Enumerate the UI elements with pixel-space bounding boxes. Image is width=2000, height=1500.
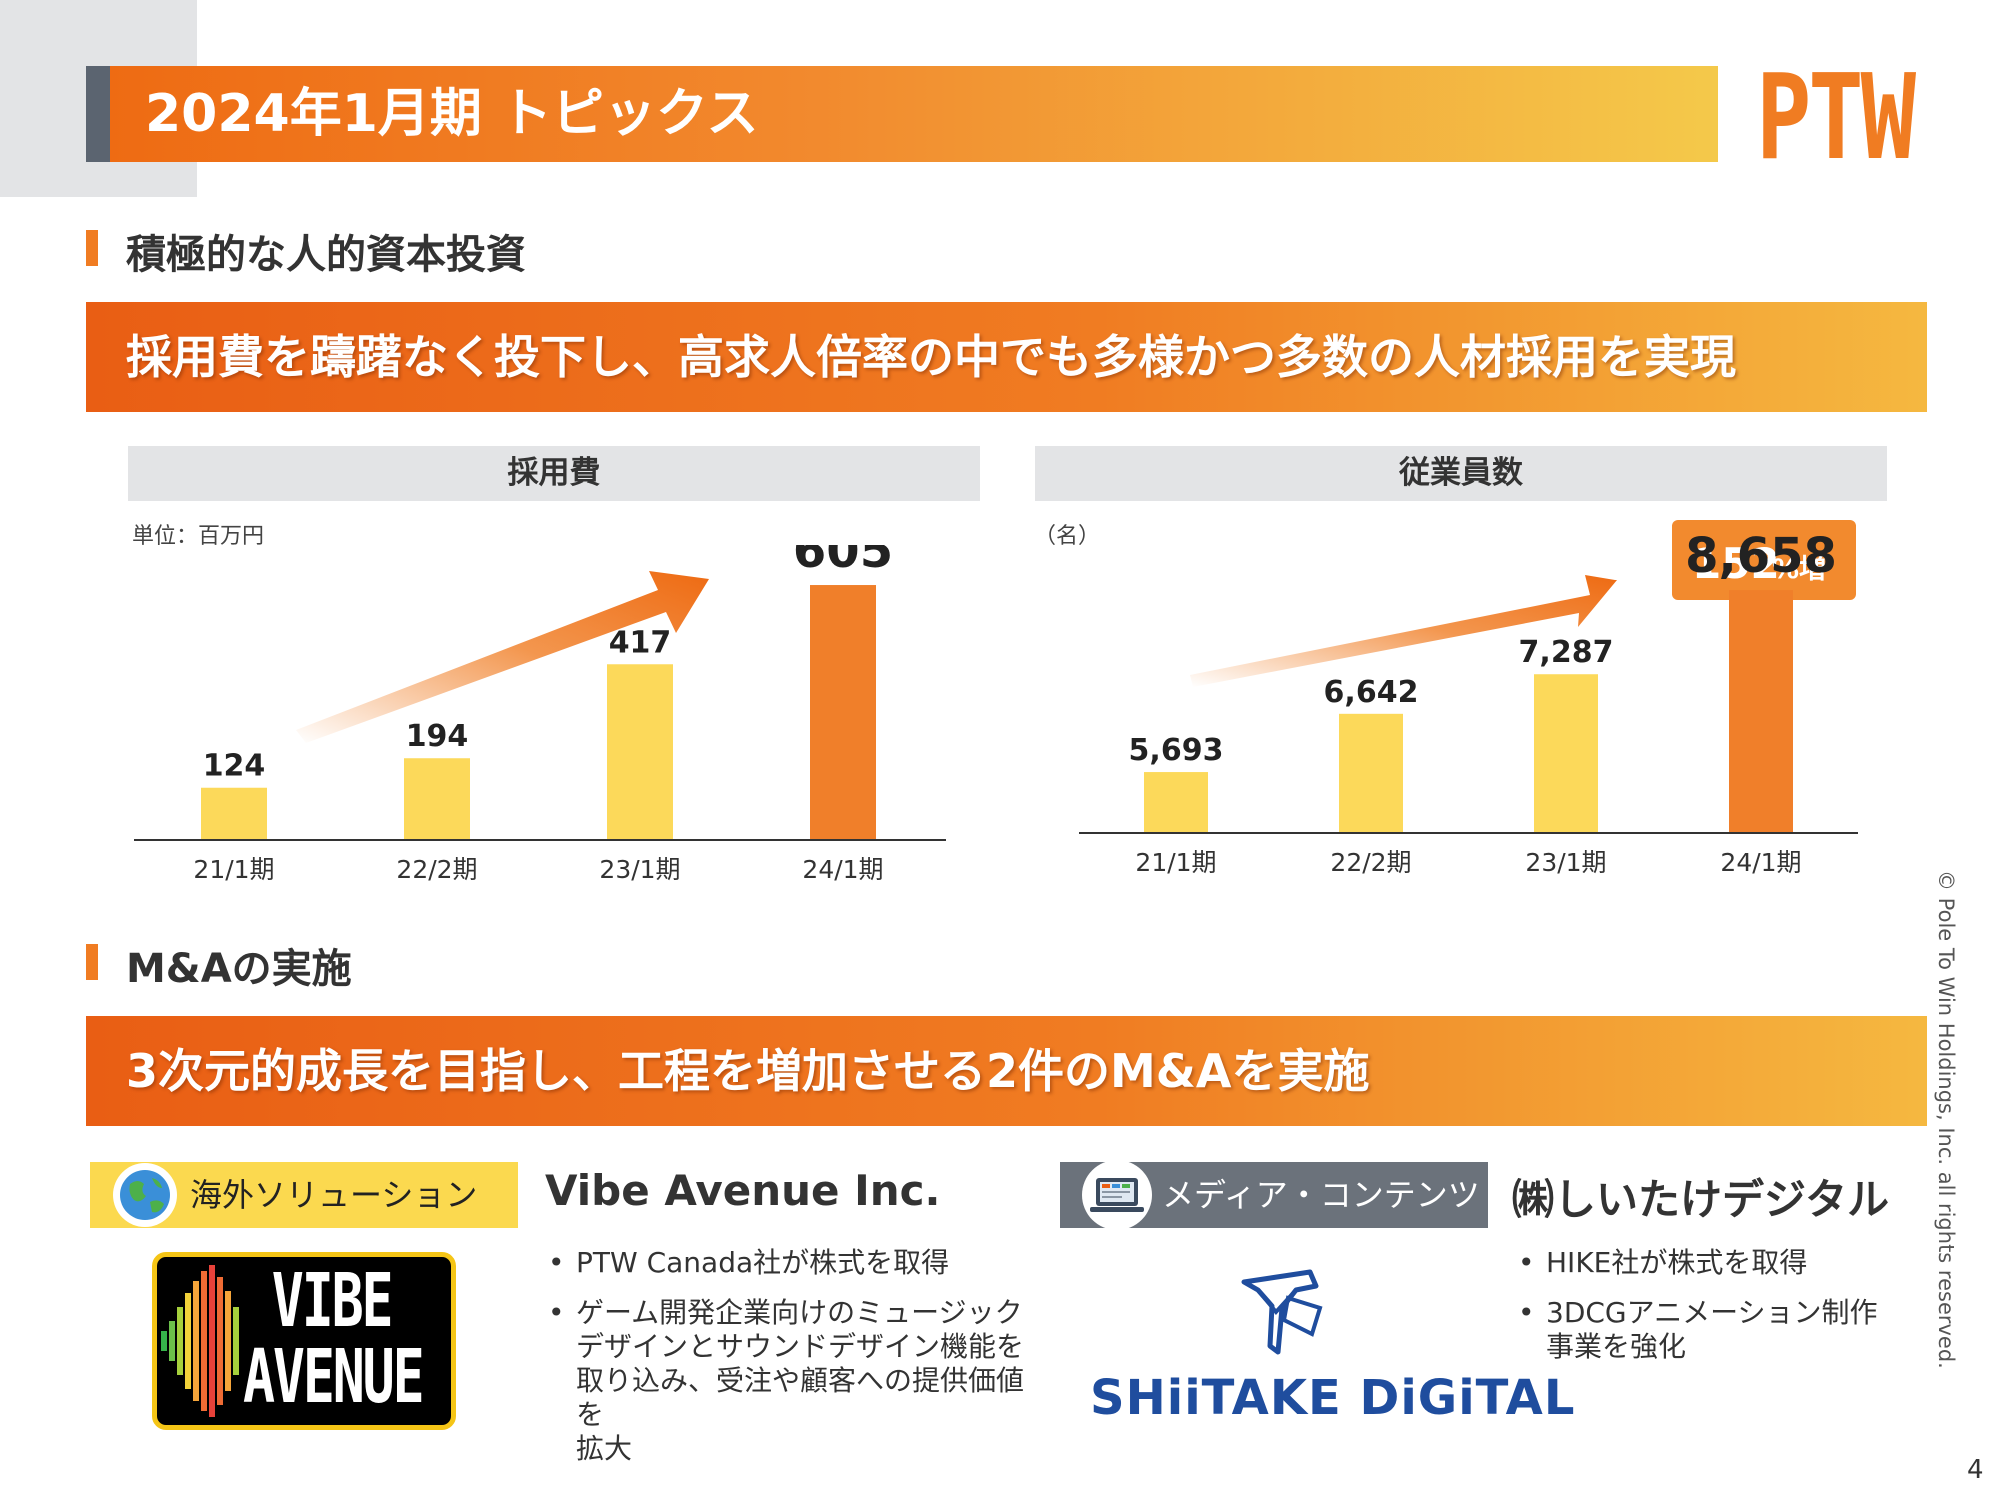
page-title: 2024年1月期 トピックス — [145, 84, 759, 144]
x-tick-label: 23/1期 — [1525, 848, 1606, 877]
data-label: 8,658 — [1685, 528, 1837, 584]
vibe-avenue-logo: VIBE AVENUE — [152, 1252, 456, 1430]
copyright-notice: © Pole To Win Holdings, Inc. all rights … — [1934, 870, 1958, 1369]
list-item: PTW Canada社が株式を取得 — [548, 1246, 1048, 1280]
chart-unit-employees: （名） — [1034, 524, 1101, 549]
bar-22/2期 — [404, 758, 470, 840]
deal2-bullets: HIKE社が株式を取得 3DCGアニメーション制作 事業を強化 — [1518, 1246, 1918, 1380]
vibe-avenue-logo-text: VIBE AVENUE — [243, 1258, 425, 1420]
shiitake-digital-mark — [1241, 1269, 1323, 1355]
data-label: 417 — [609, 625, 672, 660]
bar-23/1期 — [1534, 674, 1598, 833]
list-item: 3DCGアニメーション制作 事業を強化 — [1518, 1296, 1918, 1364]
x-tick-label: 21/1期 — [1135, 848, 1216, 877]
x-tick-label: 22/2期 — [1330, 848, 1411, 877]
data-label: 6,642 — [1324, 675, 1419, 710]
chart-unit-recruiting-cost: 単位：百万円 — [132, 524, 265, 549]
data-label: 194 — [406, 719, 469, 754]
logo-line-1: VIBE — [271, 1258, 394, 1344]
bar-23/1期 — [607, 664, 673, 840]
title-bar-tab — [86, 66, 110, 162]
growth-badge: 152 %増 — [1672, 520, 1856, 616]
section-marker — [86, 230, 98, 266]
title-bar — [86, 66, 1718, 162]
x-tick-label: 24/1期 — [802, 855, 883, 884]
deal1-bullets: PTW Canada社が株式を取得 ゲーム開発企業向けのミュージック デザインと… — [548, 1246, 1048, 1482]
chart-header-recruiting-cost: 採用費 — [128, 446, 980, 501]
bar-24/1期 — [1729, 590, 1793, 833]
x-tick-label: 23/1期 — [599, 855, 680, 884]
equalizer-graphic — [161, 1265, 239, 1417]
logo-line-2: AVENUE — [243, 1334, 425, 1420]
growth-badge-value: 152 — [1692, 539, 1780, 588]
company-name-shiitake-digital: ㈱しいたけデジタル — [1512, 1175, 1890, 1224]
x-tick-label: 22/2期 — [396, 855, 477, 884]
data-label: 5,693 — [1129, 733, 1224, 768]
data-label: 605 — [793, 545, 893, 579]
chart-header-employees: 従業員数 — [1035, 446, 1887, 501]
page-number: 4 — [1967, 1455, 1984, 1485]
list-item: ゲーム開発企業向けのミュージック デザインとサウンドデザイン機能を 取り込み、受… — [548, 1296, 1048, 1466]
employee-count-chart: 152 %増 5,693 21/1期 6,642 22/2期 7,287 23/1期 8,6… — [1079, 520, 1858, 877]
ptw-logo: PTW — [1756, 48, 1916, 186]
shiitake-digital-logo-text: SHiiTAKE DiGiTAL — [1090, 1370, 1576, 1426]
banner-ma-text: 3次元的成長を目指し、工程を増加させる2件のM&Aを実施 — [126, 1044, 1370, 1098]
company-name-vibe-avenue: Vibe Avenue Inc. — [545, 1166, 941, 1215]
globe-icon — [113, 1163, 177, 1227]
recruiting-cost-chart: 124 21/1期 194 22/2期 417 23/1期 605 24/1期 — [134, 545, 946, 884]
badge-overseas-solutions-label: 海外ソリューション — [190, 1176, 478, 1214]
bar-21/1期 — [201, 787, 267, 840]
growth-arrow — [296, 571, 709, 743]
section-marker — [86, 944, 98, 980]
list-item: HIKE社が株式を取得 — [1518, 1246, 1918, 1280]
section-heading-ma: M&Aの実施 — [126, 946, 352, 992]
x-tick-label: 21/1期 — [193, 855, 274, 884]
bar-22/2期 — [1339, 713, 1403, 833]
banner-ma — [86, 1016, 1927, 1126]
data-label: 124 — [203, 749, 266, 784]
data-label: 7,287 — [1519, 635, 1614, 670]
bar-21/1期 — [1144, 772, 1208, 833]
banner-human-capital — [86, 302, 1927, 412]
growth-badge-suffix: %増 — [1772, 553, 1826, 585]
growth-arrow — [1190, 575, 1617, 687]
badge-media-content-label: メディア・コンテンツ — [1162, 1176, 1480, 1214]
bar-24/1期 — [810, 585, 876, 840]
banner-human-capital-text: 採用費を躊躇なく投下し、高求人倍率の中でも多様かつ多数の人材採用を実現 — [126, 330, 1736, 384]
section-heading-human-capital: 積極的な人的資本投資 — [126, 232, 526, 278]
computer-icon — [1082, 1160, 1152, 1230]
x-tick-label: 24/1期 — [1720, 848, 1801, 877]
